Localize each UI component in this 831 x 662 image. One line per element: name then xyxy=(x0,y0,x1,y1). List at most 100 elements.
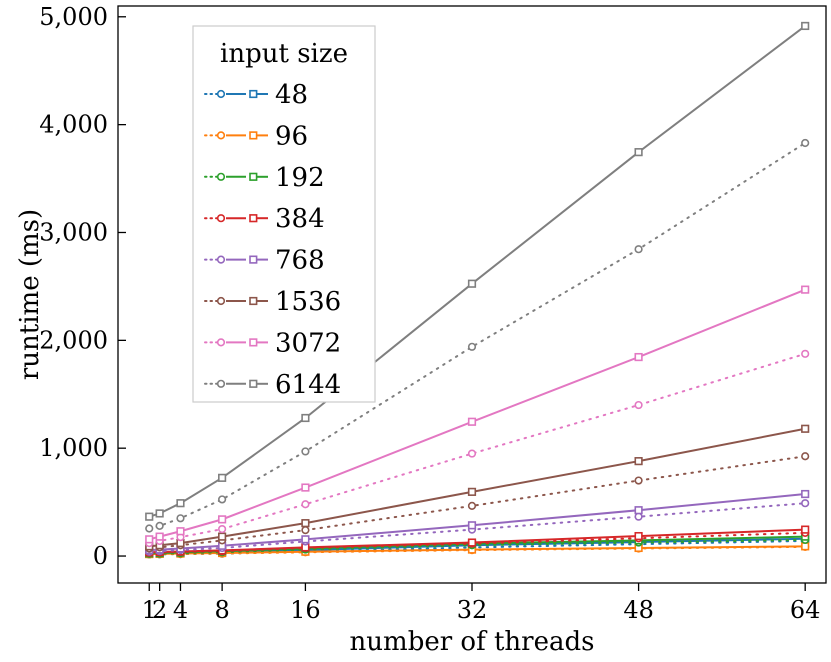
legend-title: input size xyxy=(220,39,348,69)
data-point-square xyxy=(467,521,477,530)
data-point-circle xyxy=(634,400,643,410)
legend-entry: 48 xyxy=(204,80,308,110)
legend-label: 1536 xyxy=(275,287,341,317)
data-point-circle xyxy=(145,524,154,533)
data-point-square xyxy=(218,473,227,482)
legend-entry: 3072 xyxy=(204,328,341,358)
data-point-square xyxy=(301,413,310,423)
data-point-circle xyxy=(801,499,810,508)
data-point-square xyxy=(218,532,227,541)
legend-entry: 6144 xyxy=(204,370,341,400)
x-tick-label: 1 xyxy=(142,596,157,624)
legend-label: 3072 xyxy=(275,328,341,358)
x-tick-label: 48 xyxy=(623,596,654,624)
y-tick-label: 2,000 xyxy=(39,326,108,354)
legend-circle-marker xyxy=(216,255,226,264)
data-point-circle xyxy=(467,342,477,351)
legend-entry: 384 xyxy=(204,204,325,234)
legend-square-marker xyxy=(249,172,258,181)
data-point-square xyxy=(801,285,810,294)
y-axis-label: runtime (ms) xyxy=(15,209,45,380)
x-tick-label: 32 xyxy=(457,596,488,624)
data-point-square xyxy=(634,531,643,541)
legend-label: 48 xyxy=(275,80,308,110)
y-tick-label: 3,000 xyxy=(39,218,108,246)
legend-circle-marker xyxy=(216,338,226,347)
data-point-square xyxy=(467,279,477,288)
y-tick-label: 0 xyxy=(93,542,108,570)
legend-square-marker xyxy=(249,296,258,306)
data-point-circle xyxy=(634,245,643,254)
data-point-circle xyxy=(467,501,477,510)
legend-entry: 768 xyxy=(204,246,325,276)
data-point-circle xyxy=(218,524,227,534)
data-point-circle xyxy=(634,512,643,521)
series-line-circle xyxy=(148,455,807,550)
data-point-circle xyxy=(218,495,227,504)
data-point-square xyxy=(634,148,643,157)
data-point-square xyxy=(145,512,154,521)
legend-circle-marker xyxy=(216,379,226,388)
legend-entry: 1536 xyxy=(204,287,341,317)
legend-circle-marker xyxy=(216,89,226,99)
legend-entry: 96 xyxy=(204,121,308,151)
data-point-square xyxy=(634,457,643,466)
data-point-square xyxy=(145,535,154,544)
legend-entry: 192 xyxy=(204,163,325,193)
data-point-square xyxy=(301,535,310,544)
series-6144 xyxy=(145,21,810,533)
legend-label: 768 xyxy=(275,246,325,276)
y-tick-label: 5,000 xyxy=(39,3,108,31)
data-point-square xyxy=(801,525,810,534)
y-tick-label: 1,000 xyxy=(39,434,108,462)
data-point-square xyxy=(176,499,185,508)
legend-square-marker xyxy=(249,379,258,388)
data-point-square xyxy=(801,489,810,499)
data-point-circle xyxy=(801,349,810,358)
legend-label: 384 xyxy=(275,204,325,234)
x-tick-label: 8 xyxy=(214,596,229,624)
data-point-square xyxy=(467,487,477,496)
data-point-square xyxy=(801,542,810,551)
data-point-square xyxy=(801,21,810,31)
data-point-circle xyxy=(301,526,310,535)
data-point-circle xyxy=(155,521,164,530)
data-point-circle xyxy=(801,452,810,461)
data-point-square xyxy=(218,515,227,524)
legend-circle-marker xyxy=(216,172,226,181)
x-axis-label: number of threads xyxy=(350,627,595,657)
data-point-square xyxy=(467,538,477,547)
series-line-square xyxy=(149,427,806,548)
data-point-square xyxy=(301,483,310,492)
legend-square-marker xyxy=(249,255,258,264)
data-point-square xyxy=(301,519,310,528)
data-point-circle xyxy=(301,447,310,456)
legend-label: 96 xyxy=(275,121,308,151)
data-point-circle xyxy=(176,514,185,523)
plot-area xyxy=(145,21,810,559)
data-point-square xyxy=(634,506,643,515)
data-point-square xyxy=(155,509,164,518)
data-point-circle xyxy=(634,476,643,485)
data-point-square xyxy=(155,532,164,541)
legend-square-marker xyxy=(249,89,258,99)
legend: input size 48 96 192 384 768 1536 3072 6144 xyxy=(192,25,376,403)
legend-circle-marker xyxy=(216,131,226,140)
legend-label: 192 xyxy=(275,163,325,193)
data-point-square xyxy=(634,352,643,362)
data-point-square xyxy=(176,527,185,536)
data-point-circle xyxy=(801,138,810,148)
data-point-circle xyxy=(301,500,310,509)
series-1536 xyxy=(145,424,810,553)
x-tick-label: 16 xyxy=(290,596,321,624)
data-point-circle xyxy=(467,449,477,458)
series-3072 xyxy=(145,285,810,548)
legend-square-marker xyxy=(249,214,258,223)
legend-square-marker xyxy=(249,338,258,347)
x-tick-label: 64 xyxy=(790,596,821,624)
legend-circle-marker xyxy=(216,214,226,223)
data-point-square xyxy=(801,424,810,433)
data-point-square xyxy=(467,417,477,426)
y-tick-label: 4,000 xyxy=(39,111,108,139)
